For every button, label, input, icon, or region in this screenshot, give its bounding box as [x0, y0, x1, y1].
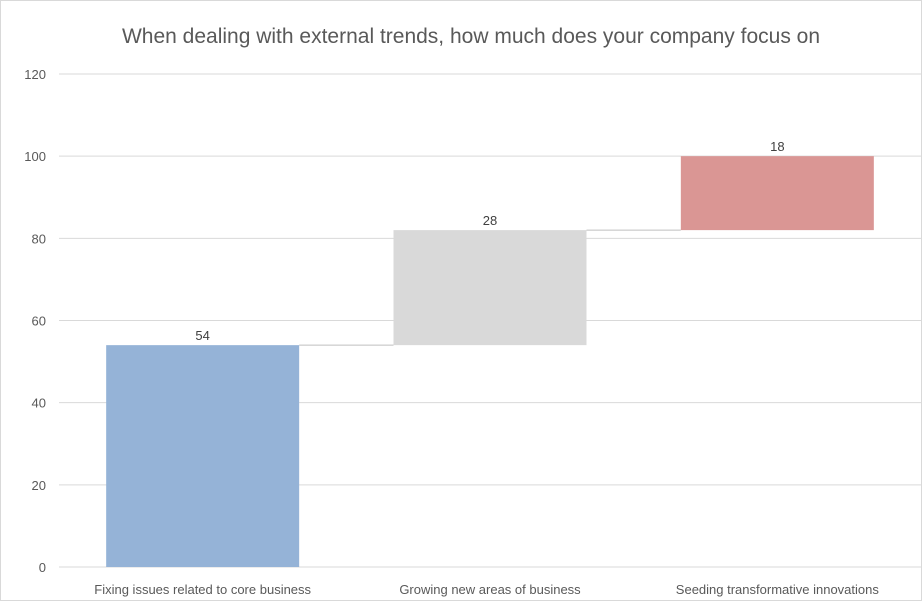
- y-axis-ticks: 0 20 40 60 80 100 120: [24, 67, 46, 575]
- data-label: 18: [770, 139, 784, 154]
- y-tick-label: 120: [24, 67, 46, 82]
- data-label: 54: [195, 328, 209, 343]
- y-tick-label: 60: [32, 314, 46, 329]
- x-tick-label: Fixing issues related to core business: [94, 582, 311, 597]
- connector-lines: [299, 229, 681, 346]
- bar-2: [393, 230, 587, 346]
- y-tick-label: 0: [39, 560, 46, 575]
- bar-1: [106, 345, 300, 567]
- bar-3: [680, 156, 874, 231]
- x-tick-label: Growing new areas of business: [399, 582, 581, 597]
- y-tick-label: 80: [32, 231, 46, 246]
- x-tick-label: Seeding transformative innovations: [676, 582, 880, 597]
- data-labels: 54 28 18: [195, 139, 784, 343]
- y-tick-label: 40: [32, 396, 46, 411]
- x-axis-ticks: Fixing issues related to core business Gr…: [94, 582, 879, 597]
- y-tick-label: 20: [32, 478, 46, 493]
- y-tick-label: 100: [24, 149, 46, 164]
- data-label: 28: [483, 213, 497, 228]
- bars: [106, 156, 874, 567]
- chart-title: When dealing with external trends, how m…: [121, 25, 821, 48]
